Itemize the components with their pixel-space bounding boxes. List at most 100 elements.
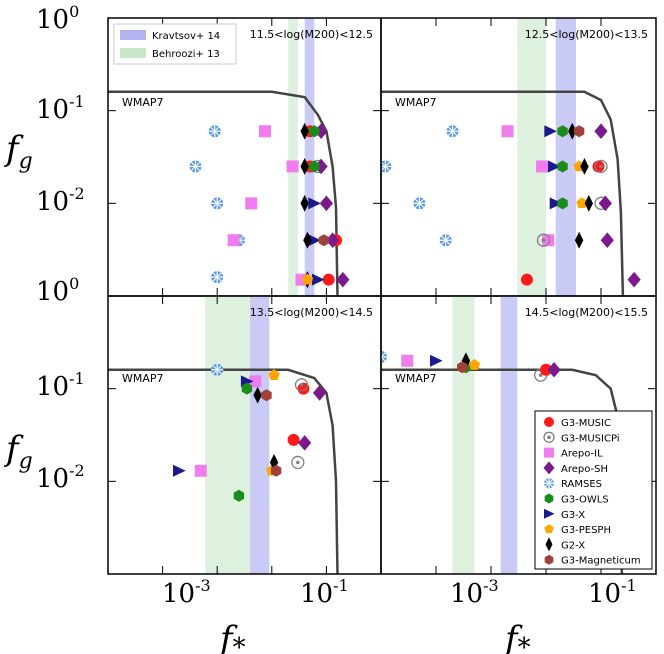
panel-1: WMAP7 11.5<log(M200)<12.5 bbox=[107, 17, 382, 297]
point-g2-x bbox=[580, 158, 589, 175]
band-legend: Kravtsov+ 14 Behroozi+ 13 bbox=[113, 23, 237, 65]
point-g3-x bbox=[430, 354, 443, 367]
kravtsov-band bbox=[500, 296, 518, 574]
panel-3: WMAP7 13.5<log(M200)<14.5 bbox=[107, 295, 382, 575]
point-ramses bbox=[413, 197, 426, 210]
point-g3-owls bbox=[557, 160, 568, 173]
legend-label: Arepo-IL bbox=[561, 449, 603, 460]
legend-marker-g3-music bbox=[544, 417, 554, 427]
y-tick-bot-m1: 10-1 bbox=[36, 369, 85, 402]
wmap7-curve bbox=[108, 90, 339, 296]
x-axis-label-right: f* bbox=[502, 619, 531, 654]
point-ramses bbox=[446, 125, 459, 138]
point-g2-x bbox=[300, 194, 309, 212]
point-arepo-il bbox=[536, 160, 549, 173]
legend-label: G3-X bbox=[561, 510, 585, 521]
kravtsov-band bbox=[250, 296, 270, 574]
point-ramses bbox=[211, 363, 224, 376]
wmap7-label: WMAP7 bbox=[395, 96, 437, 109]
band-legend-swatch bbox=[120, 30, 146, 40]
point-g3-pesph bbox=[468, 359, 481, 370]
band-legend-label: Behroozi+ 13 bbox=[152, 49, 220, 60]
point-g3-x bbox=[308, 197, 321, 210]
y-tick-top-m1: 10-1 bbox=[36, 92, 85, 125]
kravtsov-band bbox=[555, 18, 576, 296]
point-ramses bbox=[439, 234, 452, 247]
wmap7-label: WMAP7 bbox=[122, 372, 164, 385]
point-g3-owls bbox=[309, 125, 320, 138]
point-g2-x bbox=[300, 122, 309, 140]
wmap7-label: WMAP7 bbox=[395, 372, 437, 385]
panel-mass-label: 12.5<log(M200)<13.5 bbox=[525, 28, 648, 41]
y-axis-label-bottom: fg bbox=[3, 429, 33, 474]
behroozi-band bbox=[288, 18, 298, 296]
point-g2-x bbox=[269, 454, 279, 471]
band-legend-label: Kravtsov+ 14 bbox=[152, 31, 220, 42]
band-legend-swatch bbox=[120, 48, 146, 58]
point-g3-musicpi bbox=[291, 455, 305, 470]
point-g3-owls bbox=[557, 125, 568, 138]
point-g3-pesph bbox=[576, 197, 588, 209]
point-g2-x bbox=[584, 194, 593, 212]
wmap7-label: WMAP7 bbox=[122, 96, 164, 109]
legend-label: G3-PESPH bbox=[561, 525, 611, 536]
wmap7-curve bbox=[108, 368, 339, 574]
point-ramses bbox=[189, 160, 202, 173]
point-arepo-il bbox=[542, 234, 555, 247]
behroozi-band bbox=[452, 296, 475, 574]
point-g3-owls bbox=[309, 160, 320, 173]
point-g3-musicpi bbox=[294, 378, 309, 392]
point-g3-magneticum bbox=[573, 125, 585, 138]
legend-marker-g3-magneticum bbox=[544, 554, 554, 565]
legend-label: G2-X bbox=[561, 540, 585, 551]
point-g3-owls bbox=[233, 489, 245, 502]
point-arepo-sh bbox=[312, 385, 327, 401]
behroozi-band bbox=[517, 18, 546, 296]
point-arepo-sh bbox=[326, 232, 340, 249]
legend-marker-g3-x bbox=[544, 508, 555, 519]
legend-marker-arepo-sh bbox=[543, 461, 555, 475]
point-g2-x bbox=[574, 231, 584, 249]
point-g3-x bbox=[548, 160, 561, 173]
y-tick-bot-m2: 10-2 bbox=[36, 461, 85, 494]
legend-label: G3-OWLS bbox=[561, 495, 609, 506]
point-g2-x bbox=[253, 386, 262, 404]
point-arepo-sh bbox=[598, 195, 612, 212]
legend-marker-arepo-il bbox=[544, 447, 554, 458]
point-g3-magneticum bbox=[318, 234, 330, 247]
point-arepo-sh bbox=[594, 123, 608, 140]
point-g3-x bbox=[173, 464, 186, 477]
behroozi-band bbox=[205, 296, 251, 574]
point-g3-magneticum bbox=[457, 361, 468, 374]
point-arepo-sh bbox=[319, 195, 333, 212]
point-g3-x bbox=[311, 273, 325, 286]
model-legend: G3-MUSIC G3-MUSICPi Arepo-IL Arepo-SH RAMSES… bbox=[534, 410, 653, 570]
point-g3-music bbox=[520, 273, 533, 286]
panel-2: WMAP7 12.5<log(M200)<13.5 bbox=[380, 17, 657, 297]
point-arepo-il bbox=[501, 125, 514, 138]
point-arepo-il bbox=[227, 234, 240, 247]
wmap7-curve bbox=[381, 90, 625, 296]
legend-label: G3-Magneticum bbox=[561, 556, 641, 567]
point-ramses bbox=[381, 350, 387, 363]
point-arepo-il bbox=[401, 354, 414, 367]
point-g3-music bbox=[287, 433, 300, 446]
kravtsov-band bbox=[304, 18, 315, 296]
point-arepo-il bbox=[249, 375, 262, 388]
point-arepo-sh bbox=[600, 232, 614, 249]
point-ramses bbox=[211, 197, 224, 210]
point-g3-owls bbox=[557, 197, 568, 210]
point-arepo-sh bbox=[547, 361, 561, 378]
panel-mass-label: 13.5<log(M200)<14.5 bbox=[250, 306, 373, 319]
legend-label: RAMSES bbox=[561, 479, 602, 490]
point-g3-x bbox=[544, 125, 557, 138]
point-arepo-il bbox=[194, 464, 207, 477]
point-g3-magneticum bbox=[270, 464, 282, 477]
point-arepo-il bbox=[286, 160, 299, 173]
point-g3-x bbox=[308, 234, 321, 247]
point-arepo-il bbox=[245, 197, 258, 210]
point-g3-musicpi bbox=[536, 233, 551, 247]
legend-label: G3-MUSICPi bbox=[561, 433, 620, 444]
legend-label: G3-MUSIC bbox=[561, 418, 611, 429]
